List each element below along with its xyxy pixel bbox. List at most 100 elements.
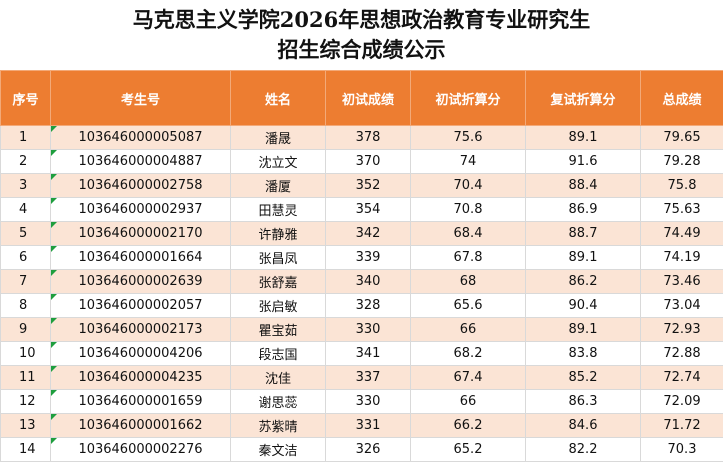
cell: 79.28 [641,150,723,174]
cell: 13 [1,414,51,438]
cell: 337 [326,366,411,390]
title: 马克思主义学院2026年思想政治教育专业研究生 [0,4,723,34]
cell: 许静雅 [231,222,326,246]
cell: 9 [1,318,51,342]
cell: 82.2 [526,438,641,462]
cell: 75.6 [411,126,526,150]
cell: 70.8 [411,198,526,222]
cell: 75.8 [641,174,723,198]
cell: 张启敏 [231,294,326,318]
cell: 341 [326,342,411,366]
cell: 89.1 [526,318,641,342]
cell: 68 [411,270,526,294]
cell: 91.6 [526,150,641,174]
cell: 张舒嘉 [231,270,326,294]
cell: 84.6 [526,414,641,438]
cell: 8 [1,294,51,318]
cell: 75.63 [641,198,723,222]
cell: 74 [411,150,526,174]
cell: 103646000002170 [51,222,231,246]
cell: 103646000005087 [51,126,231,150]
cell: 342 [326,222,411,246]
cell: 10 [1,342,51,366]
cell: 66.2 [411,414,526,438]
cell: 83.8 [526,342,641,366]
cell: 秦文洁 [231,438,326,462]
cell: 7 [1,270,51,294]
cell: 4 [1,198,51,222]
cell: 103646000002276 [51,438,231,462]
cell: 谢思蕊 [231,390,326,414]
cell: 68.2 [411,342,526,366]
cell: 65.2 [411,438,526,462]
cell: 65.6 [411,294,526,318]
cell: 张昌凤 [231,246,326,270]
cell: 沈佳 [231,366,326,390]
cell: 103646000004206 [51,342,231,366]
cell: 378 [326,126,411,150]
cell: 340 [326,270,411,294]
cell: 90.4 [526,294,641,318]
cell: 103646000001662 [51,414,231,438]
cell: 103646000002173 [51,318,231,342]
cell: 88.7 [526,222,641,246]
cell: 73.46 [641,270,723,294]
cell: 330 [326,318,411,342]
cell: 70.3 [641,438,723,462]
header-row: 序号考生号姓名初试成绩初试折算分复试折算分总成绩 [1,71,723,126]
cell: 326 [326,438,411,462]
cell: 370 [326,150,411,174]
cell: 沈立文 [231,150,326,174]
cell: 74.19 [641,246,723,270]
cell: 潘晟 [231,126,326,150]
cell: 88.4 [526,174,641,198]
cell: 瞿宝茹 [231,318,326,342]
cell: 6 [1,246,51,270]
cell: 70.4 [411,174,526,198]
cell: 339 [326,246,411,270]
cell: 103646000001659 [51,390,231,414]
cell: 86.3 [526,390,641,414]
cell: 85.2 [526,366,641,390]
cell: 354 [326,198,411,222]
cell: 1 [1,126,51,150]
column-header: 总成绩 [641,71,723,126]
cell: 12 [1,390,51,414]
cell: 73.04 [641,294,723,318]
cell: 79.65 [641,126,723,150]
column-header: 初试折算分 [411,71,526,126]
cell: 103646000004235 [51,366,231,390]
cell: 田慧灵 [231,198,326,222]
cell: 67.4 [411,366,526,390]
cell: 89.1 [526,246,641,270]
cell: 3 [1,174,51,198]
cell: 68.4 [411,222,526,246]
cell: 74.49 [641,222,723,246]
cell: 66 [411,390,526,414]
cell: 72.88 [641,342,723,366]
column-header: 复试折算分 [526,71,641,126]
cell: 段志国 [231,342,326,366]
cell: 103646000004887 [51,150,231,174]
title: 招生综合成绩公示 [0,34,723,64]
cell: 71.72 [641,414,723,438]
column-header: 考生号 [51,71,231,126]
cell: 14 [1,438,51,462]
cell: 330 [326,390,411,414]
cell: 103646000002057 [51,294,231,318]
cell: 103646000002639 [51,270,231,294]
